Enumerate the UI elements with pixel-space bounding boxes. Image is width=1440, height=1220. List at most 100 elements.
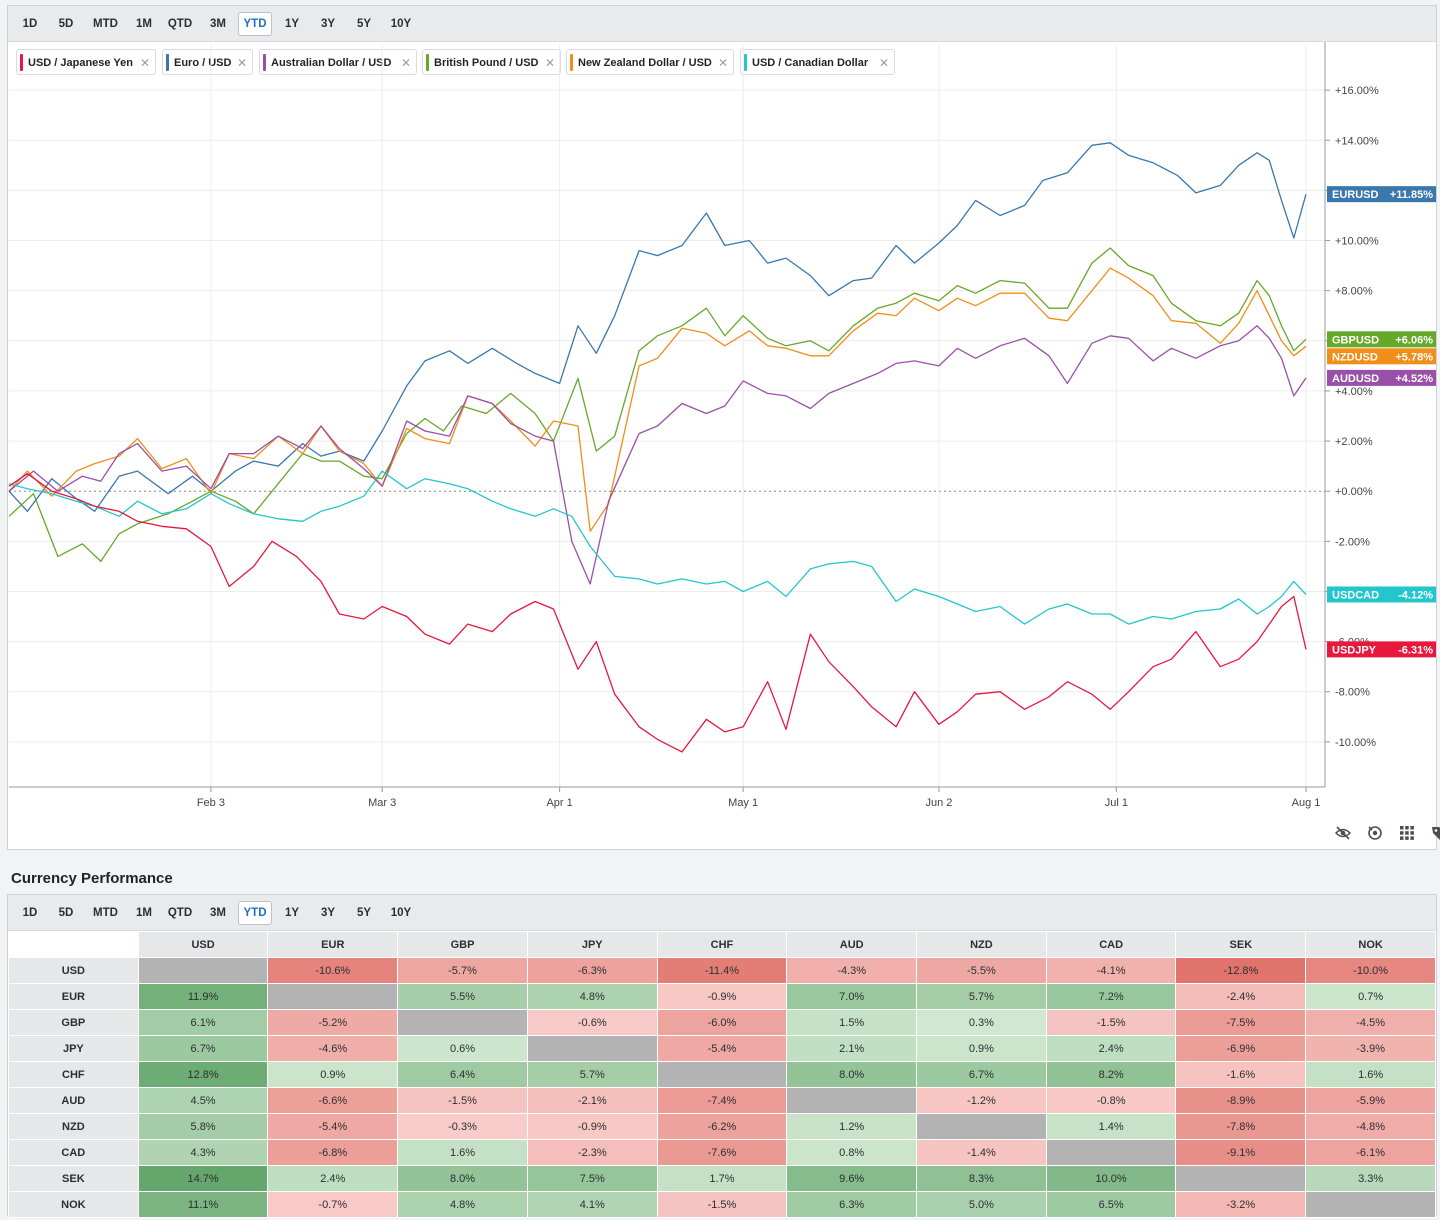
perf-range-1y-button[interactable]: 1Y — [284, 907, 300, 919]
chart-range-mtd-button[interactable]: MTD — [93, 18, 118, 30]
table-cell: 0.3% — [916, 1009, 1047, 1036]
series-end-label: USDCAD -4.12% — [1327, 586, 1436, 603]
perf-range-3y-button[interactable]: 3Y — [320, 907, 336, 919]
hide-icon[interactable] — [1334, 824, 1352, 842]
table-cell: -0.7% — [267, 1191, 399, 1218]
x-tick-label: Mar 3 — [368, 797, 396, 809]
chart-panel: 1D 5D MTD 1M QTD 3M YTD 1Y 3Y 5Y 10Y USD / Japanes… — [7, 5, 1440, 850]
series-end-label-name: USDJPY — [1332, 644, 1377, 656]
performance-range-toolbar: 1D 5D MTD 1M QTD 3M YTD 1Y 3Y 5Y 10Y — [8, 895, 1436, 931]
table-cell — [137, 957, 269, 984]
row-header: CHF — [8, 1061, 139, 1088]
table-cell: 5.0% — [916, 1191, 1047, 1218]
series-end-label-value: -6.31% — [1398, 644, 1433, 656]
y-tick-label: +14.00% — [1335, 135, 1379, 147]
legend-remove-icon[interactable]: ✕ — [717, 56, 728, 70]
series-end-label: GBPUSD +6.06% — [1327, 331, 1436, 348]
legend-remove-icon[interactable]: ✕ — [400, 56, 411, 70]
table-row: EUR 11.9% 5.5% 4.8% -0.9% 7.0% 5.7% 7.2% -2.4% 0.… — [8, 983, 1436, 1010]
table-cell: 6.1% — [137, 1009, 269, 1036]
chart-range-1y-button[interactable]: 1Y — [284, 18, 300, 30]
table-cell: -10.6% — [267, 957, 399, 984]
table-cell: 5.8% — [137, 1113, 269, 1140]
table-cell: -6.0% — [656, 1009, 788, 1036]
legend-item[interactable]: New Zealand Dollar / USD ✕ — [566, 49, 734, 75]
table-cell: -1.5% — [1045, 1009, 1177, 1036]
line-chart[interactable]: +16.00%+14.00%+12.00%+10.00%+8.00%+6.00%… — [8, 42, 1436, 817]
row-header: GBP — [8, 1009, 139, 1036]
table-cell: -0.9% — [526, 1113, 658, 1140]
column-header: NZD — [916, 931, 1047, 958]
perf-range-5y-button[interactable]: 5Y — [356, 907, 372, 919]
perf-range-5d-button[interactable]: 5D — [58, 907, 74, 919]
table-cell: 4.8% — [526, 983, 658, 1010]
legend-label: Euro / USD — [174, 57, 232, 69]
table-cell: 7.0% — [786, 983, 918, 1010]
table-cell: -6.2% — [656, 1113, 788, 1140]
table-cell: -6.6% — [267, 1087, 399, 1114]
series-end-label-name: EURUSD — [1332, 189, 1379, 201]
chart-range-1d-button[interactable]: 1D — [22, 18, 38, 30]
table-cell: -4.1% — [1045, 957, 1177, 984]
table-cell: -5.4% — [656, 1035, 788, 1062]
table-cell: -4.5% — [1305, 1009, 1436, 1036]
row-header: NOK — [8, 1191, 139, 1218]
legend-remove-icon[interactable]: ✕ — [139, 56, 150, 70]
table-cell: 0.8% — [786, 1139, 918, 1166]
grid-icon[interactable] — [1398, 824, 1416, 842]
row-header: NZD — [8, 1113, 139, 1140]
series-end-label-value: +5.78% — [1395, 351, 1433, 363]
legend-swatch — [426, 54, 429, 71]
perf-range-ytd-button[interactable]: YTD — [238, 901, 272, 925]
legend-label: Australian Dollar / USD — [271, 57, 392, 69]
chart-range-5d-button[interactable]: 5D — [58, 18, 74, 30]
table-cell: 0.6% — [397, 1035, 528, 1062]
chart-range-10y-button[interactable]: 10Y — [390, 18, 412, 30]
series-end-label-name: AUDUSD — [1332, 373, 1379, 385]
series-line-usdjpy — [8, 473, 1307, 753]
legend-remove-icon[interactable]: ✕ — [236, 56, 247, 70]
perf-range-10y-button[interactable]: 10Y — [390, 907, 412, 919]
legend-remove-icon[interactable]: ✕ — [878, 56, 889, 70]
perf-range-qtd-button[interactable]: QTD — [167, 907, 193, 919]
legend-label: New Zealand Dollar / USD — [578, 57, 712, 69]
perf-range-3m-button[interactable]: 3M — [210, 907, 226, 919]
legend-item[interactable]: Euro / USD ✕ — [162, 49, 253, 75]
series-end-label-bg — [1327, 331, 1436, 348]
perf-range-1m-button[interactable]: 1M — [136, 907, 152, 919]
column-header: GBP — [397, 931, 528, 958]
table-cell: -0.9% — [656, 983, 788, 1010]
series-end-label-name: GBPUSD — [1332, 334, 1379, 346]
tag-icon[interactable] — [1430, 824, 1440, 842]
perf-range-1d-button[interactable]: 1D — [22, 907, 38, 919]
chart-range-qtd-button[interactable]: QTD — [167, 18, 193, 30]
table-cell: -0.6% — [526, 1009, 658, 1036]
table-cell: -11.4% — [656, 957, 788, 984]
perf-range-mtd-button[interactable]: MTD — [93, 907, 118, 919]
table-cell: 5.7% — [526, 1061, 658, 1088]
table-row: USD -10.6% -5.7% -6.3% -11.4% -4.3% -5.5% -4.1%… — [8, 957, 1436, 984]
y-tick-label: +8.00% — [1335, 286, 1373, 298]
y-tick-label: +0.00% — [1335, 486, 1373, 498]
table-cell: 8.0% — [397, 1165, 528, 1192]
chart-range-ytd-button[interactable]: YTD — [238, 12, 272, 36]
x-tick-label: May 1 — [728, 797, 758, 809]
chart-range-3y-button[interactable]: 3Y — [320, 18, 336, 30]
table-cell: -12.8% — [1175, 957, 1307, 984]
legend-item[interactable]: USD / Japanese Yen ✕ — [16, 49, 156, 75]
table-cell: 8.2% — [1045, 1061, 1177, 1088]
chart-footer-tools — [1236, 818, 1440, 850]
legend-item[interactable]: USD / Canadian Dollar ✕ — [740, 49, 895, 75]
chart-range-1m-button[interactable]: 1M — [136, 18, 152, 30]
column-header: CHF — [656, 931, 788, 958]
table-cell: -5.5% — [916, 957, 1047, 984]
series-end-label-bg — [1327, 369, 1436, 386]
x-tick-label: Feb 3 — [197, 797, 225, 809]
table-cell: -0.8% — [1045, 1087, 1177, 1114]
chart-range-5y-button[interactable]: 5Y — [356, 18, 372, 30]
legend-remove-icon[interactable]: ✕ — [544, 56, 555, 70]
legend-item[interactable]: British Pound / USD ✕ — [422, 49, 561, 75]
rotate-icon[interactable] — [1366, 824, 1384, 842]
chart-range-3m-button[interactable]: 3M — [210, 18, 226, 30]
legend-item[interactable]: Australian Dollar / USD ✕ — [259, 49, 417, 75]
